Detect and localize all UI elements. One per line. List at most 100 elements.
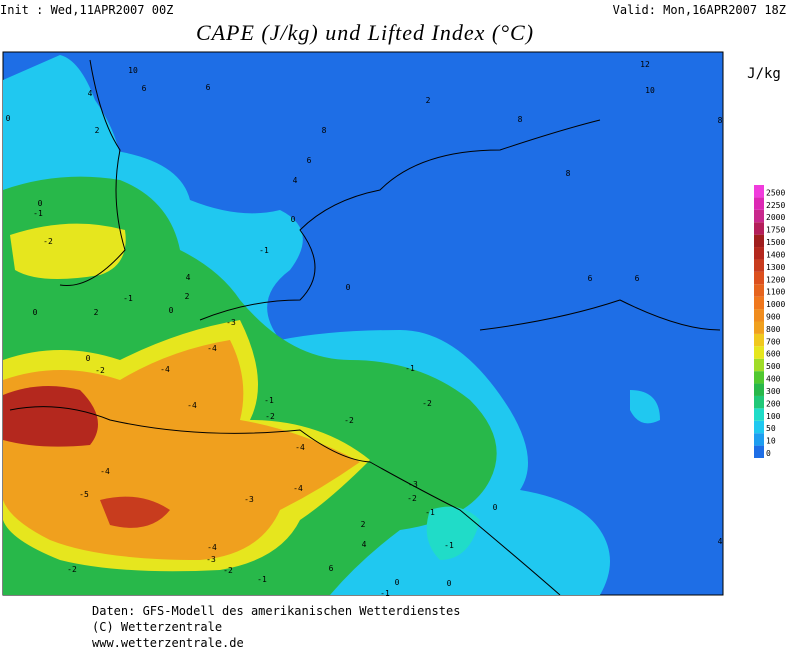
init-time: Init : Wed,11APR2007 00Z — [0, 3, 173, 17]
colorbar-label: 100 — [766, 412, 781, 421]
contour-label: 10 — [645, 86, 655, 95]
contour-label: 6 — [307, 156, 312, 165]
colorbar-swatch — [754, 222, 764, 235]
colorbar-label: 2000 — [766, 213, 785, 222]
colorbar-swatch — [754, 445, 764, 458]
contour-label: -2 — [95, 366, 105, 375]
footer-line: Daten: GFS-Modell des amerikanischen Wet… — [92, 604, 460, 618]
colorbar-label: 10 — [766, 437, 776, 446]
valid-time: Valid: Mon,16APR2007 18Z — [613, 3, 786, 17]
colorbar-label: 1750 — [766, 226, 785, 235]
contour-label: 4 — [186, 273, 191, 282]
colorbar-swatch — [754, 383, 764, 396]
map — [2, 51, 724, 596]
colorbar-label: 1000 — [766, 300, 785, 309]
colorbar-label: 1300 — [766, 263, 785, 272]
shade-italy — [426, 506, 480, 560]
colorbar-swatch — [754, 197, 764, 210]
colorbar-label: 2250 — [766, 201, 785, 210]
colorbar-label: 300 — [766, 387, 781, 396]
contour-label: -4 — [207, 344, 217, 353]
contour-label: 8 — [322, 126, 327, 135]
coastlines — [9, 59, 721, 596]
colorbar-swatch — [754, 309, 764, 322]
contour-label: 4 — [718, 537, 723, 546]
colorbar-label: 600 — [766, 350, 781, 359]
contour-label: 6 — [142, 84, 147, 93]
colorbar-label: 500 — [766, 362, 781, 371]
contour-label: 10 — [128, 66, 138, 75]
contour-label: -2 — [407, 494, 417, 503]
contour-label: -4 — [160, 365, 170, 374]
contour-label: 8 — [566, 169, 571, 178]
contour-label: -3 — [226, 318, 236, 327]
contour-label: -2 — [67, 565, 77, 574]
contour-label: -4 — [293, 484, 303, 493]
colorbar: 0 10 50 100 200 300 400 500 600 700 800 900 1000 1100… — [754, 185, 785, 458]
contour-label: 8 — [518, 115, 523, 124]
footer-line: (C) Wetterzentrale — [92, 620, 222, 634]
contour-label: -1 — [264, 396, 274, 405]
colorbar-label: 1500 — [766, 238, 785, 247]
colorbar-swatch — [754, 420, 764, 434]
colorbar-swatch — [754, 185, 764, 198]
colorbar-swatch — [754, 333, 764, 347]
colorbar-swatch — [754, 395, 764, 409]
contour-label: 2 — [426, 96, 431, 105]
colorbar-label: 200 — [766, 399, 781, 408]
shade-yellow-north — [10, 223, 126, 279]
contour-label: -2 — [265, 412, 275, 421]
colorbar-swatch — [754, 284, 764, 297]
shade-east — [630, 390, 660, 424]
contour-label: 0 — [86, 354, 91, 363]
shade-red-south — [100, 496, 170, 528]
contour-label: -2 — [43, 237, 53, 246]
contour-label: 12 — [640, 60, 650, 69]
contour-label: 6 — [206, 83, 211, 92]
colorbar-swatch — [754, 408, 764, 421]
colorbar-label: 900 — [766, 313, 781, 322]
colorbar-label: 800 — [766, 325, 781, 334]
contour-label: 8 — [718, 116, 723, 125]
contour-label: 2 — [185, 292, 190, 301]
contour-label: 0 — [38, 199, 43, 208]
contour-label: -1 — [425, 508, 435, 517]
contour-label: -1 — [405, 364, 415, 373]
contour-label: -2 — [422, 399, 432, 408]
contour-label: -4 — [207, 543, 217, 552]
contour-label: 0 — [395, 578, 400, 587]
colorbar-swatch — [754, 433, 764, 446]
colorbar-label: 50 — [766, 424, 776, 433]
colorbar-label: 400 — [766, 375, 781, 384]
contour-label: -1 — [444, 541, 454, 550]
contour-label: 0 — [6, 114, 11, 123]
contour-label: 6 — [329, 564, 334, 573]
colorbar-swatch — [754, 234, 764, 248]
contour-label: -3 — [408, 480, 418, 489]
contour-label: 0 — [493, 503, 498, 512]
colorbar-label: 2500 — [766, 188, 785, 197]
contour-label: -3 — [206, 555, 216, 564]
contour-label: 2 — [95, 126, 100, 135]
colorbar-label: 0 — [766, 449, 771, 458]
contour-label: -2 — [223, 566, 233, 575]
contour-label: -3 — [244, 495, 254, 504]
footer-line: www.wetterzentrale.de — [92, 636, 244, 648]
colorbar-swatch — [754, 247, 764, 260]
colorbar-swatch — [754, 259, 764, 272]
shade-red-west — [3, 386, 98, 447]
contour-label: 0 — [33, 308, 38, 317]
contour-label: 2 — [361, 520, 366, 529]
contour-label: -1 — [33, 209, 43, 218]
contour-label: -4 — [187, 401, 197, 410]
map-title: CAPE (J/kg) und Lifted Index (°C) — [196, 20, 534, 45]
contour-label: -2 — [344, 416, 354, 425]
contour-label: -1 — [257, 575, 267, 584]
shade-orange — [3, 340, 360, 560]
contour-label: -1 — [380, 589, 390, 598]
contour-label: 0 — [291, 215, 296, 224]
contour-label: 0 — [346, 283, 351, 292]
colorbar-label: 1200 — [766, 275, 785, 284]
